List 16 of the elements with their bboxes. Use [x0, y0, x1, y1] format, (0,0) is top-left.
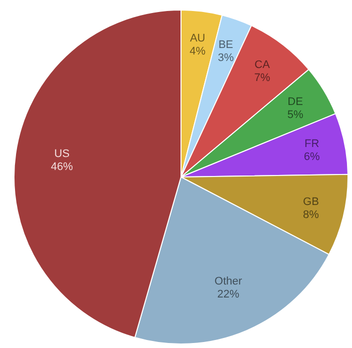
slice-label: GB [303, 196, 319, 208]
data-label: 8% [303, 208, 320, 221]
data-label: 7% [254, 72, 270, 84]
slice-label: FR [304, 138, 320, 150]
slice-label: CA [254, 58, 270, 71]
slice-label: Other [214, 276, 242, 288]
data-label: 6% [304, 151, 320, 164]
slice-label: AU [190, 32, 206, 44]
data-label: 46% [50, 161, 74, 174]
data-label: 4% [190, 45, 206, 58]
slice-label: DE [288, 96, 303, 108]
slice-label: US [54, 148, 70, 160]
data-label: 5% [287, 108, 304, 121]
data-label: 22% [217, 288, 240, 301]
data-label: 3% [218, 52, 234, 64]
slice-label: BE [218, 39, 234, 52]
